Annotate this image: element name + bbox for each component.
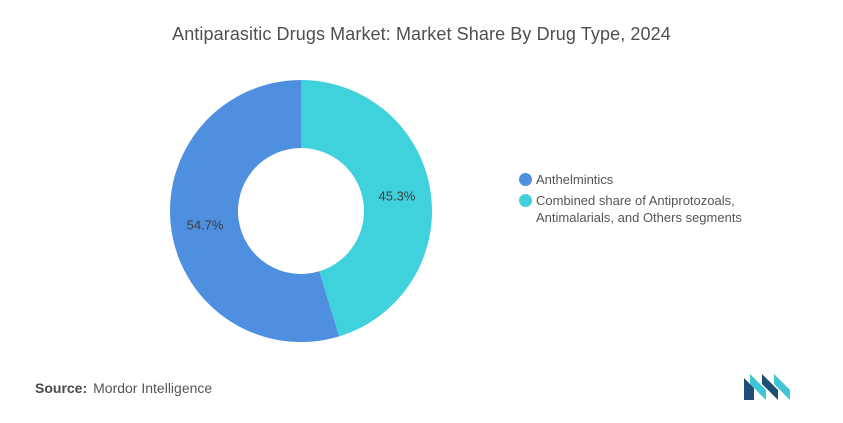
legend-item-anthelmintics[interactable]: Anthelmintics <box>519 171 779 188</box>
chart-title: Antiparasitic Drugs Market: Market Share… <box>172 24 671 44</box>
donut-slice-labels: 54.7% 45.3% <box>187 189 416 233</box>
legend-label: Anthelmintics <box>536 172 614 187</box>
legend-swatch-icon <box>519 173 532 186</box>
mordor-intelligence-logo-icon <box>744 374 790 400</box>
legend-swatch-icon <box>519 194 532 207</box>
legend-label: Combined share of Antiprotozoals, Antima… <box>536 193 742 225</box>
legend-item-combined-share[interactable]: Combined share of Antiprotozoals, Antima… <box>519 192 779 226</box>
chart-legend: Anthelmintics Combined share of Antiprot… <box>519 171 779 230</box>
donut-slices <box>169 80 432 342</box>
source-prefix: Source: <box>35 380 88 396</box>
slice-anthelmintics <box>169 80 340 342</box>
slice-value-label: 54.7% <box>187 217 224 232</box>
slice-value-label: 45.3% <box>379 189 416 204</box>
slice-combined-share <box>301 80 432 337</box>
source-note: Source: Mordor Intelligence <box>35 380 212 396</box>
source-name: Mordor Intelligence <box>93 380 213 396</box>
